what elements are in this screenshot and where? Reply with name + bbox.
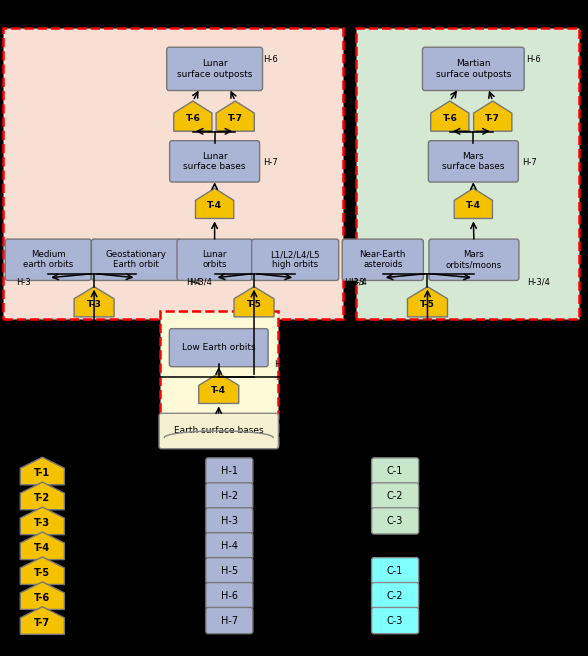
FancyBboxPatch shape: [372, 607, 419, 634]
Polygon shape: [474, 101, 512, 131]
Polygon shape: [20, 532, 64, 560]
Polygon shape: [20, 582, 64, 609]
Bar: [160, 311, 278, 447]
Text: Geostationary
Earth orbit: Geostationary Earth orbit: [106, 250, 167, 270]
Text: H-4: H-4: [221, 541, 238, 551]
Text: H-3/4: H-3/4: [189, 277, 212, 287]
Polygon shape: [20, 557, 64, 584]
Text: C-3: C-3: [387, 615, 403, 626]
Polygon shape: [174, 101, 212, 131]
Text: C-2: C-2: [387, 590, 403, 601]
FancyBboxPatch shape: [167, 47, 262, 91]
Text: H-3: H-3: [221, 516, 238, 526]
Polygon shape: [20, 457, 64, 485]
Text: H-2: H-2: [220, 491, 238, 501]
Text: H-5: H-5: [220, 565, 238, 576]
FancyBboxPatch shape: [372, 483, 419, 509]
Polygon shape: [20, 607, 64, 634]
FancyBboxPatch shape: [428, 140, 519, 182]
Text: T-3: T-3: [34, 518, 51, 528]
FancyBboxPatch shape: [372, 458, 419, 484]
Polygon shape: [430, 101, 469, 131]
Text: H-4: H-4: [186, 277, 201, 287]
Text: T-1: T-1: [34, 468, 51, 478]
Text: Mars
orbits/moons: Mars orbits/moons: [446, 250, 502, 270]
Text: Lunar
surface outposts: Lunar surface outposts: [177, 59, 252, 79]
Polygon shape: [454, 188, 492, 218]
Bar: [3, 28, 343, 319]
FancyBboxPatch shape: [169, 140, 259, 182]
Text: Mars
surface bases: Mars surface bases: [442, 152, 505, 171]
FancyBboxPatch shape: [206, 607, 253, 634]
Text: H-3: H-3: [350, 277, 365, 287]
Text: H-6: H-6: [526, 55, 541, 64]
Text: Near-Earth
asteroids: Near-Earth asteroids: [360, 250, 406, 270]
FancyBboxPatch shape: [177, 239, 252, 281]
FancyBboxPatch shape: [206, 533, 253, 559]
Text: T-4: T-4: [207, 201, 222, 210]
Text: Earth surface bases: Earth surface bases: [174, 426, 263, 436]
Text: C-3: C-3: [387, 516, 403, 526]
FancyBboxPatch shape: [422, 47, 524, 91]
Text: T-5: T-5: [420, 300, 435, 308]
Text: T-6: T-6: [442, 114, 457, 123]
Text: H-3/4: H-3/4: [527, 277, 550, 287]
Text: H-1: H-1: [221, 466, 238, 476]
FancyBboxPatch shape: [372, 583, 419, 609]
Text: T-6: T-6: [185, 114, 201, 123]
Polygon shape: [199, 373, 239, 403]
FancyBboxPatch shape: [372, 558, 419, 584]
Text: H-3/4: H-3/4: [344, 277, 367, 287]
FancyBboxPatch shape: [342, 239, 423, 281]
Text: H-4: H-4: [275, 360, 289, 369]
FancyBboxPatch shape: [206, 483, 253, 509]
Text: T-4: T-4: [211, 386, 226, 395]
Polygon shape: [195, 188, 233, 218]
Polygon shape: [407, 287, 447, 317]
Polygon shape: [216, 101, 254, 131]
FancyBboxPatch shape: [92, 239, 181, 281]
Text: Low Earth orbits: Low Earth orbits: [182, 343, 256, 352]
Text: L1/L2/L4/L5
high orbits: L1/L2/L4/L5 high orbits: [270, 250, 320, 270]
Text: T-2: T-2: [34, 493, 51, 503]
Text: Lunar
surface bases: Lunar surface bases: [183, 152, 246, 171]
Text: T-5: T-5: [246, 300, 262, 308]
Text: H-3: H-3: [16, 277, 31, 287]
Text: Lunar
orbits: Lunar orbits: [202, 250, 227, 270]
Text: T-6: T-6: [34, 593, 51, 603]
Polygon shape: [74, 287, 114, 317]
Text: H-7: H-7: [220, 615, 238, 626]
FancyBboxPatch shape: [252, 239, 339, 281]
Text: T-7: T-7: [228, 114, 243, 123]
Text: C-2: C-2: [387, 491, 403, 501]
Text: H-7: H-7: [522, 157, 537, 167]
Text: H-6: H-6: [263, 55, 278, 64]
FancyBboxPatch shape: [206, 458, 253, 484]
Text: C-1: C-1: [387, 466, 403, 476]
Text: Medium
earth orbits: Medium earth orbits: [23, 250, 74, 270]
Text: T-4: T-4: [34, 543, 51, 553]
Polygon shape: [20, 482, 64, 510]
FancyBboxPatch shape: [206, 583, 253, 609]
FancyBboxPatch shape: [206, 508, 253, 534]
Text: T-3: T-3: [86, 300, 102, 308]
Text: T-7: T-7: [485, 114, 500, 123]
Text: Martian
surface outposts: Martian surface outposts: [436, 59, 511, 79]
Polygon shape: [234, 287, 274, 317]
FancyBboxPatch shape: [429, 239, 519, 281]
Polygon shape: [20, 507, 64, 535]
FancyBboxPatch shape: [206, 558, 253, 584]
Bar: [356, 28, 579, 319]
FancyBboxPatch shape: [372, 508, 419, 534]
Text: T-7: T-7: [34, 618, 51, 628]
Text: C-1: C-1: [387, 565, 403, 576]
FancyBboxPatch shape: [5, 239, 91, 281]
Text: T-4: T-4: [466, 201, 481, 210]
FancyBboxPatch shape: [169, 329, 268, 367]
FancyBboxPatch shape: [159, 413, 279, 449]
Text: H-6: H-6: [221, 590, 238, 601]
Text: T-5: T-5: [34, 568, 51, 578]
Text: H-7: H-7: [263, 157, 278, 167]
